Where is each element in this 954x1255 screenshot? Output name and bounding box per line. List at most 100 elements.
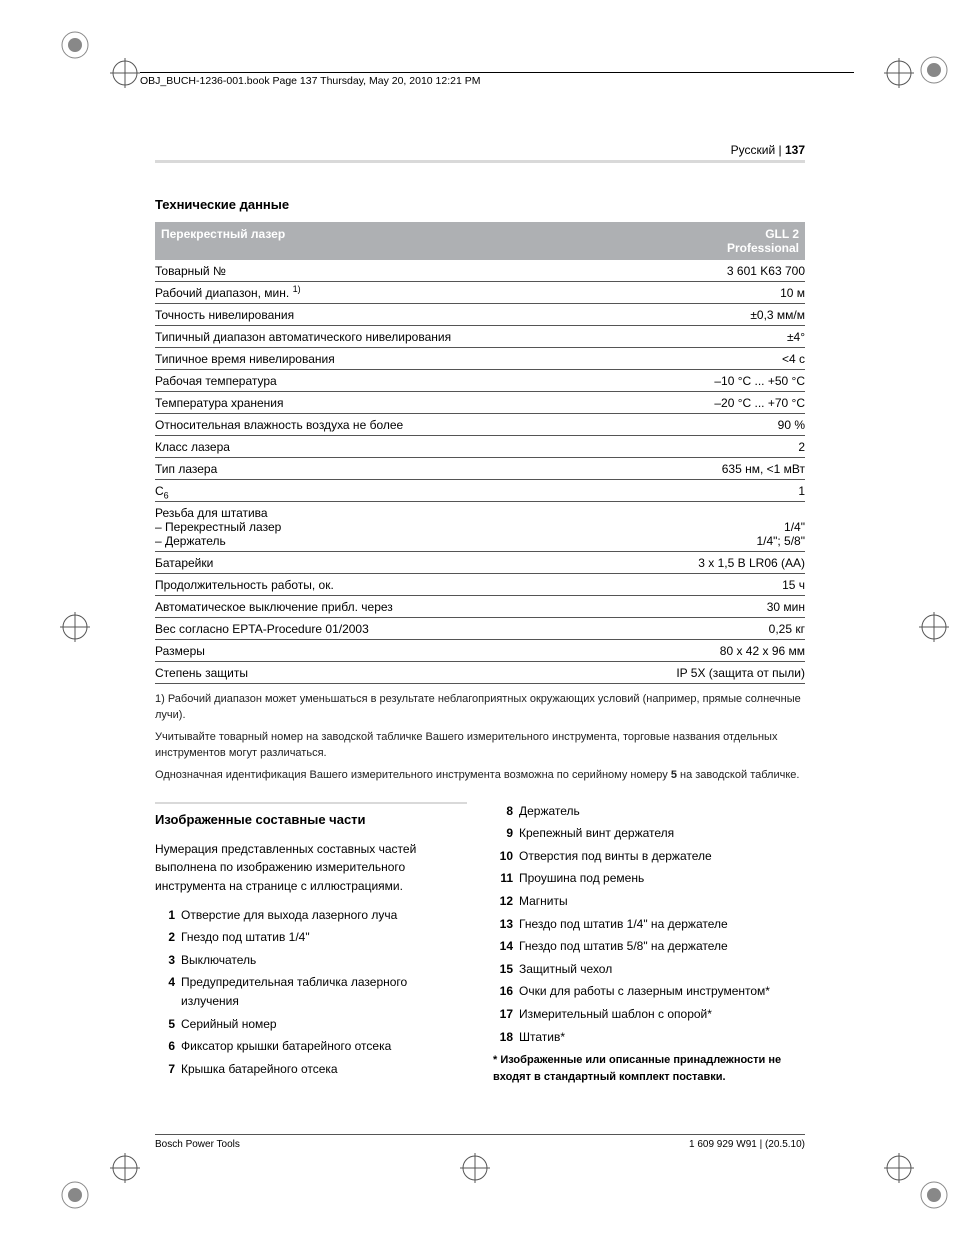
reg-mark	[884, 58, 914, 88]
spec-value: 3 601 K63 700	[611, 260, 805, 282]
part-number: 2	[155, 928, 175, 947]
part-number: 4	[155, 973, 175, 1010]
reg-mark	[110, 58, 140, 88]
part-number: 6	[155, 1037, 175, 1056]
spec-value: 30 мин	[611, 596, 805, 618]
part-text: Крепежный винт держателя	[519, 824, 674, 843]
part-item: 7 Крышка батарейного отсека	[155, 1060, 467, 1079]
footer-left: Bosch Power Tools	[155, 1139, 240, 1150]
part-text: Защитный чехол	[519, 960, 612, 979]
spec-label: Рабочая температура	[155, 370, 611, 392]
spec-label: Точность нивелирования	[155, 304, 611, 326]
spec-value: –20 °C ... +70 °C	[611, 392, 805, 414]
reg-mark	[919, 612, 949, 642]
spec-value: 3 x 1,5 В LR06 (AA)	[611, 552, 805, 574]
part-text: Гнездо под штатив 1/4" на держателе	[519, 915, 728, 934]
part-item: 2 Гнездо под штатив 1/4"	[155, 928, 467, 947]
part-number: 13	[493, 915, 513, 934]
part-text: Отверстие для выхода лазерного луча	[181, 906, 397, 925]
part-item: 10 Отверстия под винты в держателе	[493, 847, 805, 866]
footnote: 1) Рабочий диапазон может уменьшаться в …	[155, 692, 805, 724]
spec-label: Рабочий диапазон, мин. 1)	[155, 282, 611, 304]
header-text: OBJ_BUCH-1236-001.book Page 137 Thursday…	[140, 75, 480, 87]
part-number: 8	[493, 802, 513, 821]
part-item: 13 Гнездо под штатив 1/4" на держателе	[493, 915, 805, 934]
part-text: Гнездо под штатив 5/8" на держателе	[519, 937, 728, 956]
parts-list-left: 1 Отверстие для выхода лазерного луча 2 Гне…	[155, 906, 467, 1079]
part-item: 6 Фиксатор крышки батарейного отсека	[155, 1037, 467, 1056]
part-number: 9	[493, 824, 513, 843]
part-item: 9 Крепежный винт держателя	[493, 824, 805, 843]
spec-label: Класс лазера	[155, 436, 611, 458]
part-text: Штатив*	[519, 1028, 565, 1047]
spec-label: Размеры	[155, 640, 611, 662]
reg-mark	[919, 55, 949, 85]
part-text: Проушина под ремень	[519, 869, 644, 888]
spec-header-left: Перекрестный лазер	[155, 222, 611, 260]
part-text: Держатель	[519, 802, 580, 821]
part-number: 18	[493, 1028, 513, 1047]
part-text: Выключатель	[181, 951, 256, 970]
spec-label: Резьба для штатива– Перекрестный лазер– …	[155, 502, 611, 552]
reg-mark	[884, 1153, 914, 1183]
part-item: 14 Гнездо под штатив 5/8" на держателе	[493, 937, 805, 956]
part-text: Серийный номер	[181, 1015, 277, 1034]
page-number: 137	[785, 143, 805, 157]
spec-value: 2	[611, 436, 805, 458]
part-number: 12	[493, 892, 513, 911]
part-number: 16	[493, 982, 513, 1001]
part-number: 7	[155, 1060, 175, 1079]
part-number: 10	[493, 847, 513, 866]
spec-label: Автоматическое выключение прибл. через	[155, 596, 611, 618]
part-text: Измерительный шаблон с опорой*	[519, 1005, 712, 1024]
parts-intro: Нумерация представленных составных часте…	[155, 840, 467, 896]
spec-label: Батарейки	[155, 552, 611, 574]
spec-value: 1/4"1/4"; 5/8"	[611, 502, 805, 552]
spec-value: <4 с	[611, 348, 805, 370]
section-tech-data: Технические данные	[155, 197, 805, 216]
part-item: 18 Штатив*	[493, 1028, 805, 1047]
part-number: 5	[155, 1015, 175, 1034]
spec-label: C6	[155, 480, 611, 502]
footnote: Учитывайте товарный номер на заводской т…	[155, 730, 805, 762]
part-text: Отверстия под винты в держателе	[519, 847, 712, 866]
part-text: Очки для работы с лазерным инструментом*	[519, 982, 770, 1001]
part-item: 12Магниты	[493, 892, 805, 911]
part-item: 1 Отверстие для выхода лазерного луча	[155, 906, 467, 925]
part-number: 14	[493, 937, 513, 956]
footnotes: 1) Рабочий диапазон может уменьшаться в …	[155, 692, 805, 784]
spec-label: Температура хранения	[155, 392, 611, 414]
section-parts: Изображенные составные части	[155, 802, 467, 834]
spec-series: Professional	[727, 241, 799, 255]
spec-label: Степень защиты	[155, 662, 611, 684]
part-item: 11 Проушина под ремень	[493, 869, 805, 888]
spec-value: 0,25 кг	[611, 618, 805, 640]
col-right: 8 Держатель 9 Крепежный винт держателя 10 Отв…	[493, 802, 805, 1086]
part-number: 11	[493, 869, 513, 888]
part-text: Фиксатор крышки батарейного отсека	[181, 1037, 391, 1056]
spec-label: Относительная влажность воздуха не более	[155, 414, 611, 436]
part-number: 3	[155, 951, 175, 970]
part-number: 1	[155, 906, 175, 925]
spec-label: Типичный диапазон автоматического нивели…	[155, 326, 611, 348]
spec-value: IP 5X (защита от пыли)	[611, 662, 805, 684]
spec-model: GLL 2	[765, 227, 799, 241]
reg-mark	[60, 612, 90, 642]
spec-label: Продолжительность работы, ок.	[155, 574, 611, 596]
spec-header-right: GLL 2 Professional	[611, 222, 805, 260]
spec-label: Типичное время нивелирования	[155, 348, 611, 370]
spec-value: 15 ч	[611, 574, 805, 596]
page-content: Русский | 137 Технические данные Перекре…	[155, 140, 805, 1085]
part-item: 8 Держатель	[493, 802, 805, 821]
reg-mark	[460, 1153, 490, 1183]
spec-value: 10 м	[611, 282, 805, 304]
spec-value: –10 °C ... +50 °C	[611, 370, 805, 392]
part-text: Гнездо под штатив 1/4"	[181, 928, 310, 947]
part-text: Предупредительная табличка лазерного изл…	[181, 973, 467, 1010]
footer-right: 1 609 929 W91 | (20.5.10)	[689, 1139, 805, 1150]
part-item: 3 Выключатель	[155, 951, 467, 970]
reg-mark	[60, 30, 90, 60]
spec-table: Перекрестный лазер GLL 2 Professional То…	[155, 222, 805, 684]
spec-value: 90 %	[611, 414, 805, 436]
part-text: Крышка батарейного отсека	[181, 1060, 338, 1079]
